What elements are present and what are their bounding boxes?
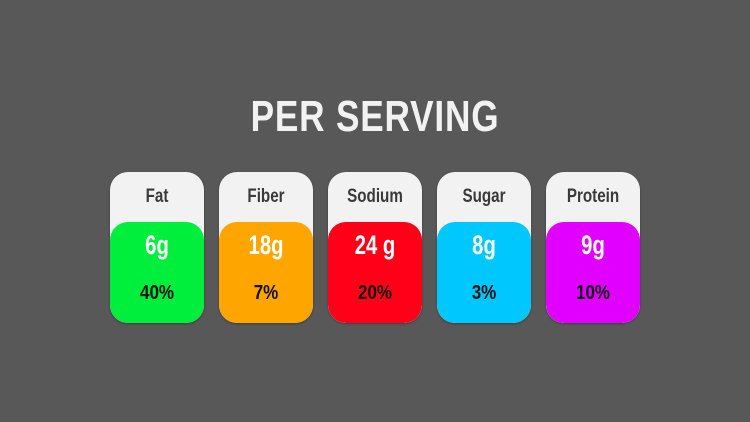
nutrient-value-panel: 24 g 20% <box>328 222 422 323</box>
nutrient-amount: 18g <box>248 230 284 260</box>
nutrient-percent: 3% <box>471 282 497 304</box>
nutrient-card-sugar: Sugar 8g 3% <box>437 172 531 323</box>
page-title: PER SERVING <box>250 92 500 141</box>
nutrient-label: Fiber <box>247 186 285 207</box>
nutrient-percent: 40% <box>139 282 175 304</box>
nutrient-percent: 7% <box>253 282 279 304</box>
nutrient-label: Fat <box>145 186 169 207</box>
nutrient-card-protein: Protein 9g 10% <box>546 172 640 323</box>
nutrient-card-fiber: Fiber 18g 7% <box>219 172 313 323</box>
nutrient-value-panel: 6g 40% <box>110 222 204 323</box>
nutrient-percent: 20% <box>357 282 393 304</box>
nutrient-value-panel: 8g 3% <box>437 222 531 323</box>
nutrient-card-sodium: Sodium 24 g 20% <box>328 172 422 323</box>
nutrient-amount: 8g <box>472 230 496 260</box>
nutrient-label: Protein <box>566 186 620 207</box>
nutrient-label: Sodium <box>347 186 403 207</box>
nutrient-amount: 6g <box>145 230 169 260</box>
nutrient-percent: 10% <box>575 282 611 304</box>
nutrient-amount: 24 g <box>354 230 396 260</box>
nutrient-card-fat: Fat 6g 40% <box>110 172 204 323</box>
nutrient-value-panel: 9g 10% <box>546 222 640 323</box>
nutrient-value-panel: 18g 7% <box>219 222 313 323</box>
nutrient-label: Sugar <box>462 186 506 207</box>
nutrient-amount: 9g <box>581 230 605 260</box>
